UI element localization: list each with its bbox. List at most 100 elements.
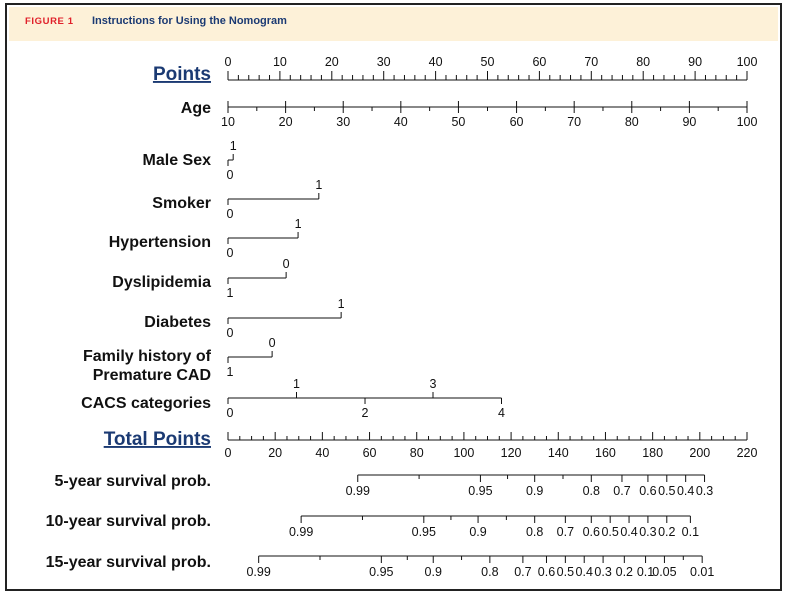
survival-scale-tick-label: 0.5 [557,565,574,579]
survival-scale-tick-label: 0.9 [526,484,543,498]
survival-scale-tick-label: 0.3 [594,565,611,579]
category-level-label: 1 [338,297,345,311]
survival-scale-tick-label: 0.7 [557,525,574,539]
survival-scale-tick-label: 0.7 [613,484,630,498]
age-axis-tick-label: 100 [737,115,758,129]
total-points-axis-tick-label: 60 [363,446,377,460]
category-level-label: 0 [227,246,234,260]
survival-scale-tick-label: 0.4 [576,565,593,579]
survival-scale-tick-label: 0.8 [481,565,498,579]
category-level-label: 4 [498,406,505,420]
survival-scale-tick-label: 0.9 [469,525,486,539]
points-axis-tick-label: 40 [429,55,443,69]
total-points-axis-tick-label: 120 [501,446,522,460]
survival-scale-tick-label: 0.1 [637,565,654,579]
variable-label: Hypertension [109,234,211,251]
survival-scale-tick-label: 0.4 [620,525,637,539]
category-level-label: 0 [227,406,234,420]
total-points-axis-label: Total Points [104,429,211,450]
total-points-axis-tick-label: 100 [453,446,474,460]
age-axis-tick-label: 10 [221,115,235,129]
total-points-axis-tick-label: 220 [737,446,758,460]
points-axis-tick-label: 30 [377,55,391,69]
survival-scale-label: 5-year survival prob. [54,473,211,490]
points-axis-label: Points [153,64,211,85]
survival-scale-tick-label: 0.95 [412,525,436,539]
points-axis-tick-label: 90 [688,55,702,69]
variable-label: Smoker [152,195,211,212]
age-axis-tick-label: 40 [394,115,408,129]
age-axis-tick-label: 30 [336,115,350,129]
total-points-axis-tick-label: 20 [268,446,282,460]
total-points-axis-tick-label: 0 [225,446,232,460]
figure-frame: FIGURE 1 Instructions for Using the Nomo… [5,3,782,591]
survival-scale-tick-label: 0.8 [583,484,600,498]
category-level-label: 1 [293,377,300,391]
total-points-axis-tick-label: 200 [689,446,710,460]
survival-scale-tick-label: 0.1 [682,525,699,539]
category-level-label: 0 [283,257,290,271]
points-axis-tick-label: 0 [225,55,232,69]
variable-label: Family history of [83,348,212,365]
category-level-label: 2 [362,406,369,420]
points-axis-tick-label: 100 [737,55,758,69]
points-axis-tick-label: 60 [532,55,546,69]
survival-scale-tick-label: 0.6 [639,484,656,498]
category-level-label: 1 [230,139,237,153]
survival-scale-tick-label: 0.99 [246,565,270,579]
figure-label: FIGURE 1 [25,16,74,27]
age-axis-tick-label: 80 [625,115,639,129]
survival-scale-tick-label: 0.95 [468,484,492,498]
survival-scale-label: 15-year survival prob. [46,554,211,571]
category-level-label: 3 [430,377,437,391]
age-axis-tick-label: 20 [279,115,293,129]
survival-scale-tick-label: 0.4 [677,484,694,498]
age-axis-tick-label: 60 [510,115,524,129]
category-level-label: 1 [227,365,234,379]
survival-scale-label: 10-year survival prob. [46,513,211,530]
figure-title: Instructions for Using the Nomogram [92,15,287,27]
survival-scale-tick-label: 0.3 [696,484,713,498]
points-axis-tick-label: 80 [636,55,650,69]
variable-label: Premature CAD [93,367,211,384]
survival-scale-tick-label: 0.5 [658,484,675,498]
total-points-axis-tick-label: 140 [548,446,569,460]
survival-scale-tick-label: 0.2 [658,525,675,539]
total-points-axis-tick-label: 160 [595,446,616,460]
category-level-label: 1 [295,217,302,231]
variable-label: Dyslipidemia [112,274,211,291]
variable-label: Age [181,100,211,117]
total-points-axis-tick-label: 80 [410,446,424,460]
survival-scale-tick-label: 0.01 [690,565,714,579]
survival-scale-tick-label: 0.99 [346,484,370,498]
figure-header: FIGURE 1 Instructions for Using the Nomo… [9,7,778,41]
survival-scale-tick-label: 0.95 [369,565,393,579]
age-axis-tick-label: 70 [567,115,581,129]
category-level-label: 1 [227,286,234,300]
category-level-label: 0 [269,336,276,350]
survival-scale-tick-label: 0.2 [616,565,633,579]
survival-scale-tick-label: 0.6 [538,565,555,579]
survival-scale-tick-label: 0.3 [639,525,656,539]
points-axis-tick-label: 20 [325,55,339,69]
category-level-label: 0 [227,207,234,221]
survival-scale-tick-label: 0.05 [652,565,676,579]
survival-scale-tick-label: 0.7 [514,565,531,579]
variable-label: CACS categories [81,395,211,412]
variable-label: Male Sex [143,152,212,169]
points-axis-tick-label: 50 [481,55,495,69]
category-level-label: 1 [315,178,322,192]
survival-scale-tick-label: 0.8 [526,525,543,539]
category-level-label: 0 [227,326,234,340]
age-axis-tick-label: 50 [451,115,465,129]
total-points-axis-tick-label: 180 [642,446,663,460]
survival-scale-tick-label: 0.5 [601,525,618,539]
total-points-axis-tick-label: 40 [315,446,329,460]
survival-scale-tick-label: 0.6 [583,525,600,539]
survival-scale-tick-label: 0.99 [289,525,313,539]
age-axis-tick-label: 90 [682,115,696,129]
category-level-label: 0 [227,168,234,182]
points-axis-tick-label: 70 [584,55,598,69]
survival-scale-tick-label: 0.9 [425,565,442,579]
